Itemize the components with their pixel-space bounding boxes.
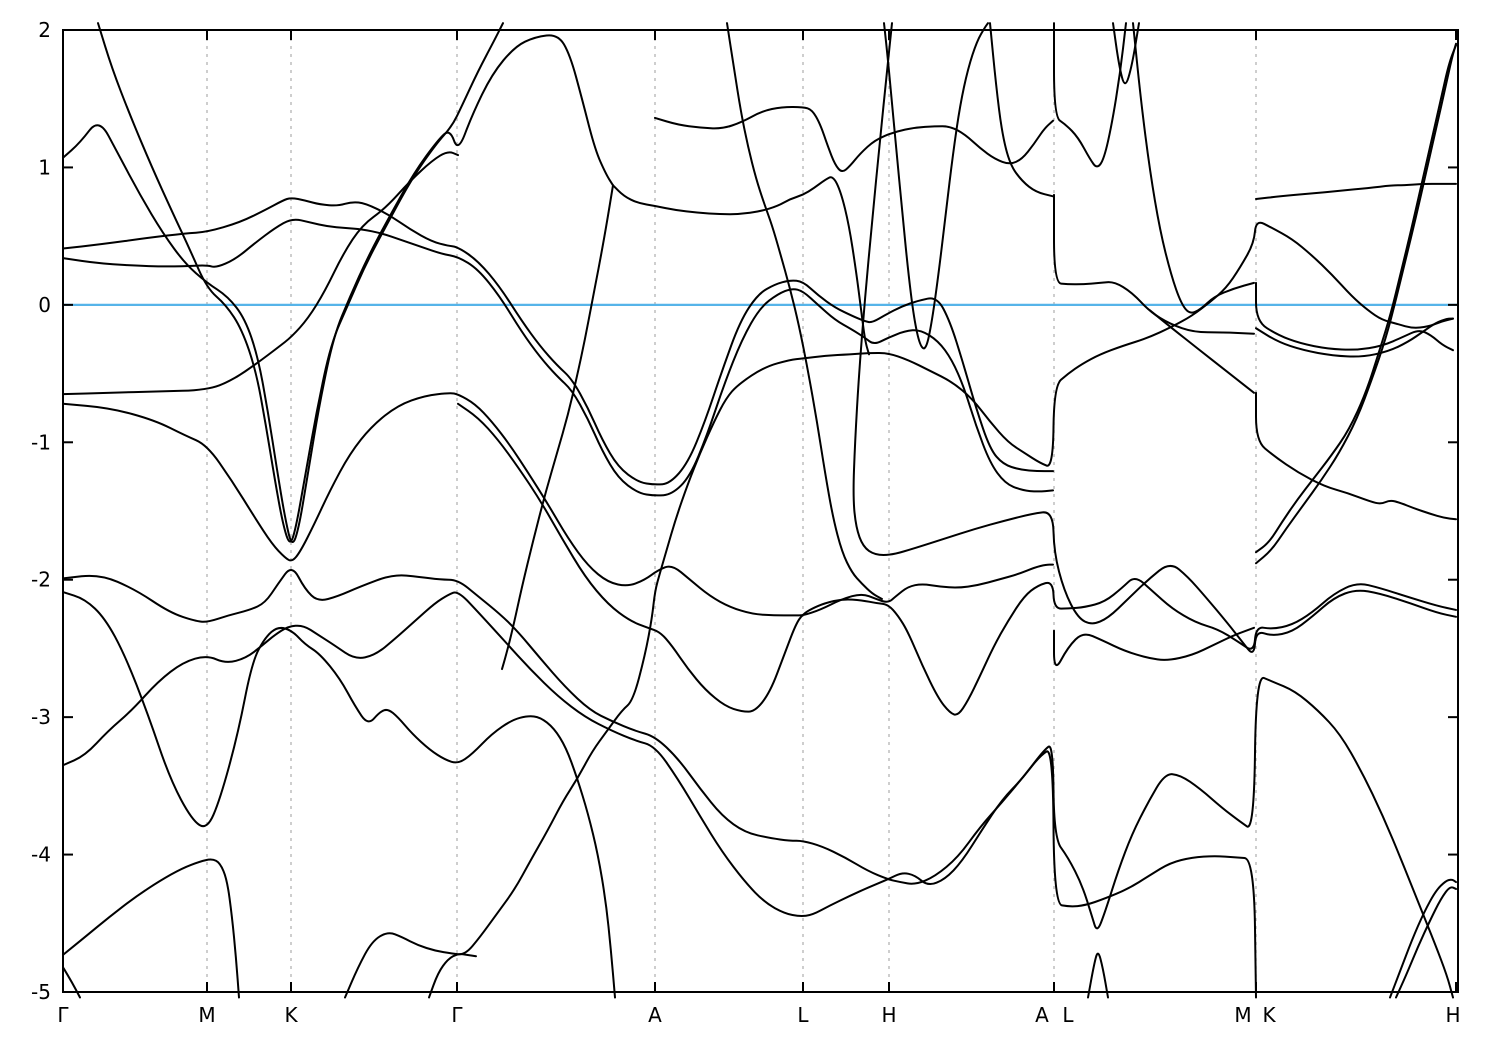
k-point-label-K: K — [1262, 1003, 1276, 1027]
band-curve-band-p2-jump-top — [1053, 22, 1127, 168]
band-curve-band-p3-top — [1255, 182, 1457, 201]
band-curve-band-I-deep — [62, 591, 1257, 999]
y-tick-label: -3 — [31, 705, 51, 729]
tick-labels-layer: 210-1-2-3-4-5Γ M K Γ A L H A L M K H — [31, 18, 1460, 1027]
band-curve-band-H-Mdip — [62, 591, 616, 999]
band-curve-band-p3-bottom-right-1 — [1389, 878, 1457, 999]
k-point-label-K: K — [284, 1003, 298, 1027]
band-curve-band-p2-V — [1112, 22, 1140, 85]
band-curve-band-flat-top-AL — [654, 105, 1054, 173]
band-curve-band-p3-pair-a — [1255, 281, 1454, 352]
band-curve-band-gamma-bottom-1 — [62, 858, 240, 999]
band-curve-band-727-descender — [726, 22, 883, 600]
k-point-label-Γ: Γ — [57, 1003, 69, 1027]
band-curve-band-p3-rise-2 — [1255, 42, 1457, 565]
y-tick-label: -1 — [31, 430, 51, 454]
k-point-label-H: H — [881, 1003, 896, 1027]
y-tick-label: -4 — [31, 843, 51, 867]
k-point-label-A: A — [648, 1003, 662, 1027]
k-point-label-M: M — [198, 1003, 215, 1027]
k-point-label-H: H — [1445, 1003, 1460, 1027]
band-curve-band-C-arc — [62, 197, 1054, 486]
band-curve-band-p2-steep — [1132, 22, 1255, 314]
y-tick-label: -5 — [31, 980, 51, 1004]
k-point-label-L: L — [1062, 1003, 1074, 1027]
band-curve-band-E — [62, 151, 459, 396]
band-curve-band-p3-sag — [1255, 391, 1457, 521]
band-curve-band-gamma2-bottom — [428, 953, 477, 999]
y-tick-label: 1 — [38, 155, 51, 179]
band-curve-band-U-AL — [612, 176, 870, 356]
plot-border — [62, 29, 1459, 993]
band-curve-band-R1a-plunge — [501, 184, 614, 671]
bands-layer — [62, 22, 1457, 999]
band-curve-band-p2-lambda-spike — [1087, 952, 1109, 999]
band-curve-band-linea-Hrise — [883, 22, 989, 350]
band-curve-band-p2-H3 — [1053, 626, 1255, 667]
band-curve-band-p3-rise-1 — [1255, 44, 1457, 554]
band-curve-band-F-flatW — [62, 392, 1054, 617]
ticks-layer — [62, 30, 1458, 992]
k-point-label-Γ: Γ — [451, 1003, 463, 1027]
band-curve-band-p2-branch — [1149, 309, 1255, 394]
axes-frame-layer — [62, 29, 1459, 993]
band-curve-band-D-arc — [62, 218, 1054, 497]
band-curve-band-A2-descender — [989, 22, 1054, 198]
k-point-label-A: A — [1035, 1003, 1049, 1027]
k-point-label-L: L — [797, 1003, 809, 1027]
k-point-label-M: M — [1234, 1003, 1251, 1027]
band-curve-band-p2-flat — [1053, 193, 1255, 335]
band-curve-band-p3-bottom-right-2 — [1395, 886, 1457, 999]
y-tick-label: 2 — [38, 18, 51, 42]
y-tick-label: -2 — [31, 568, 51, 592]
band-curve-band-gamma-bottom-2 — [62, 966, 81, 999]
band-curve-band-p3-pair-b — [1255, 317, 1454, 358]
y-tick-label: 0 — [38, 293, 51, 317]
band-curve-band-lineb-chain — [852, 22, 1457, 653]
band-curve-band-G-lambda-deep — [62, 569, 1454, 999]
band-curve-band-B — [97, 22, 504, 543]
